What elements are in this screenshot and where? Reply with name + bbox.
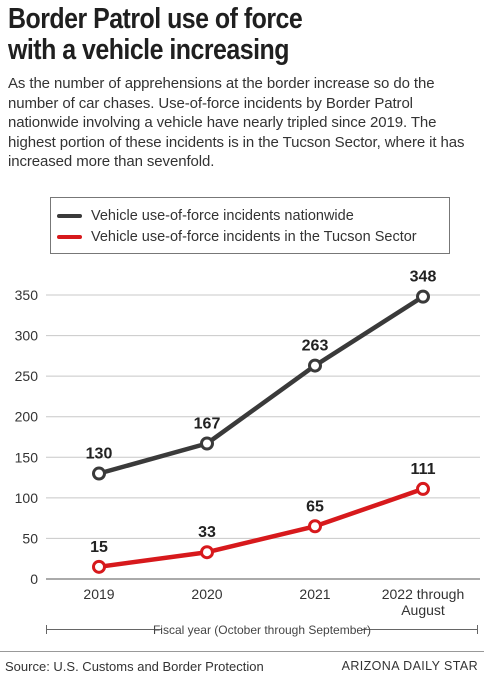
y-tick-label: 150 xyxy=(15,449,39,465)
data-label: 111 xyxy=(411,461,436,478)
x-tick-label-line: 2022 through xyxy=(382,586,465,602)
legend-swatch-nationwide xyxy=(57,214,82,218)
data-point xyxy=(200,545,214,560)
y-tick-label: 100 xyxy=(15,490,39,506)
x-axis-ticks: 2019 2020 2021 2022 through August xyxy=(83,586,464,618)
data-point xyxy=(200,436,214,451)
chart-title: Border Patrol use of force with a vehicl… xyxy=(8,4,478,66)
chart-series: 130 167 263 348 15 33 65 111 xyxy=(86,269,437,574)
legend-item-tucson: Vehicle use-of-force incidents in the Tu… xyxy=(57,226,417,248)
data-point xyxy=(308,358,322,373)
legend-swatch-tucson xyxy=(57,235,82,239)
y-tick-label: 0 xyxy=(30,571,38,587)
chart-title-line-1: Border Patrol use of force xyxy=(8,3,303,35)
data-label: 15 xyxy=(90,539,108,556)
y-tick-label: 300 xyxy=(15,328,39,344)
legend-item-nationwide: Vehicle use-of-force incidents nationwid… xyxy=(57,205,354,227)
data-label: 33 xyxy=(198,524,216,541)
line-chart: 0 50 100 150 200 250 300 350 2019 2020 2021 2022 t… xyxy=(15,269,480,637)
legend-label-nationwide: Vehicle use-of-force incidents nationwid… xyxy=(91,208,354,224)
data-point xyxy=(416,481,430,496)
x-tick-label: 2020 xyxy=(191,586,222,602)
data-label: 348 xyxy=(410,269,437,286)
series-0: 130 167 263 348 xyxy=(86,269,437,481)
y-tick-label: 250 xyxy=(15,368,39,384)
x-tick-label-line: 2021 xyxy=(299,586,330,602)
chart-description: As the number of apprehensions at the bo… xyxy=(8,75,465,170)
chart-legend: Vehicle use-of-force incidents nationwid… xyxy=(50,197,450,254)
y-tick-label: 200 xyxy=(15,409,39,425)
x-axis-title-group: Fiscal year (October through September) xyxy=(46,623,478,637)
x-axis-title: Fiscal year (October through September) xyxy=(153,623,371,637)
x-tick-label-line: 2020 xyxy=(191,586,222,602)
x-tick-label-line: August xyxy=(401,602,445,618)
chart-grid xyxy=(46,294,480,580)
data-point xyxy=(416,289,430,304)
footer-divider xyxy=(0,651,484,652)
x-tick-label: 2022 through August xyxy=(382,586,465,618)
chart-title-line-2: with a vehicle increasing xyxy=(8,34,289,66)
x-tick-label: 2021 xyxy=(299,586,330,602)
data-label: 263 xyxy=(302,338,329,355)
data-label: 65 xyxy=(306,498,324,515)
data-point xyxy=(92,466,106,481)
publisher-credit: ARIZONA DAILY STAR xyxy=(341,659,478,673)
series-line xyxy=(96,486,426,570)
series-1: 15 33 65 111 xyxy=(90,461,436,574)
legend-label-tucson: Vehicle use-of-force incidents in the Tu… xyxy=(91,229,417,245)
source-note: Source: U.S. Customs and Border Protecti… xyxy=(5,659,264,674)
y-tick-label: 350 xyxy=(15,287,39,303)
x-tick-label: 2019 xyxy=(83,586,114,602)
data-point xyxy=(308,519,322,534)
data-label: 167 xyxy=(194,415,221,432)
y-axis-ticks: 0 50 100 150 200 250 300 350 xyxy=(15,287,39,587)
y-tick-label: 50 xyxy=(22,530,38,546)
x-tick-label-line: 2019 xyxy=(83,586,114,602)
series-line xyxy=(96,294,426,476)
data-label: 130 xyxy=(86,446,113,463)
data-point xyxy=(92,559,106,574)
